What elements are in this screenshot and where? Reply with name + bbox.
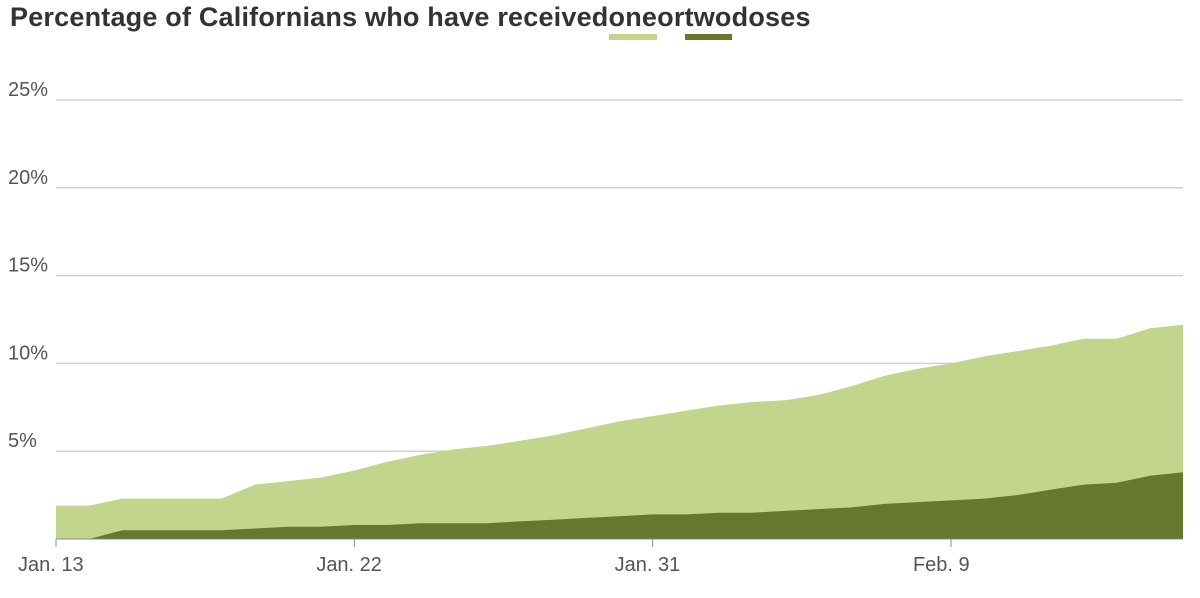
y-tick-label: 5% (8, 430, 37, 452)
y-tick-label: 25% (8, 79, 48, 101)
y-tick-label: 10% (8, 342, 48, 364)
legend-one-label: one (608, 2, 658, 32)
legend-two-doses: two (684, 2, 732, 40)
x-tick-label: Feb. 9 (913, 554, 970, 576)
x-tick-label: Jan. 22 (316, 554, 382, 576)
chart-title: Percentage of Californians who have rece… (10, 2, 811, 42)
legend-one-dose: one (608, 2, 658, 40)
title-mid: or (657, 2, 685, 32)
y-tick-label: 15% (8, 255, 48, 277)
axes: Jan. 13 Jan. 22 Jan. 31 Feb. 9 (18, 538, 1183, 576)
area-series-two (56, 472, 1183, 539)
areas (56, 324, 1183, 539)
legend-two-label: two (684, 2, 732, 32)
area-series-one (56, 324, 1183, 539)
x-tick-label: Jan. 31 (615, 554, 681, 576)
x-tick-label: Jan. 13 (18, 554, 84, 576)
title-suffix: doses (731, 2, 811, 32)
title-prefix: Percentage of Californians who have rece… (10, 2, 609, 32)
legend-two-swatch (684, 34, 732, 40)
legend-one-swatch (608, 34, 658, 40)
y-tick-label: 20% (8, 167, 48, 189)
